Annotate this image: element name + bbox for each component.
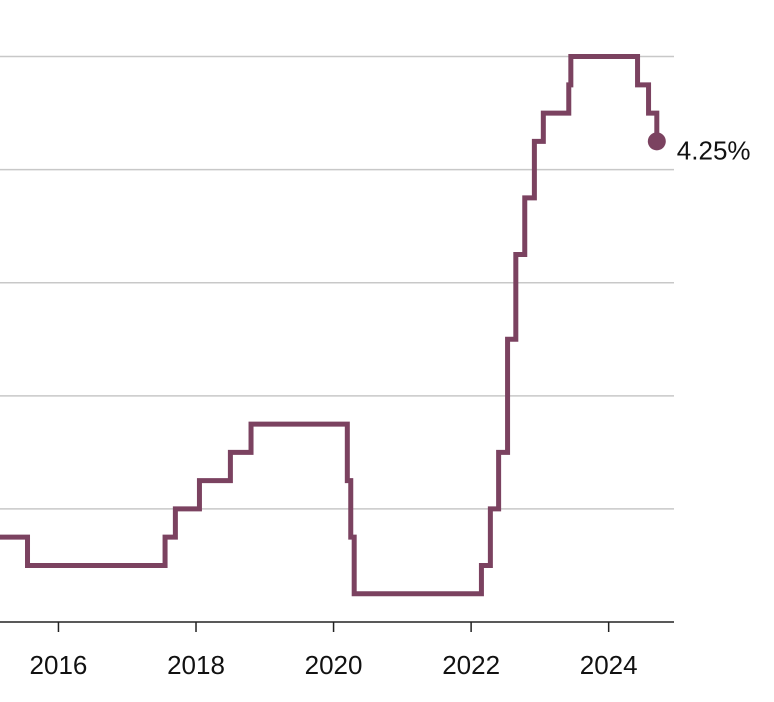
x-tick-label-2020: 2020 bbox=[305, 650, 363, 680]
x-tick-label-2022: 2022 bbox=[442, 650, 500, 680]
series-end-point-0 bbox=[647, 132, 666, 151]
series-layer bbox=[0, 54, 666, 597]
end-value-label: 4.25% bbox=[677, 135, 751, 165]
x-tick-label-2018: 2018 bbox=[167, 650, 225, 680]
x-axis: 2016 2018 2020 2022 2024 bbox=[0, 621, 674, 680]
series-line-0 bbox=[0, 54, 660, 597]
x-tick-label-2016: 2016 bbox=[30, 650, 88, 680]
label-layer: 4.25% bbox=[677, 135, 751, 165]
gridlines bbox=[0, 55, 674, 510]
x-tick-label-2024: 2024 bbox=[580, 650, 638, 680]
